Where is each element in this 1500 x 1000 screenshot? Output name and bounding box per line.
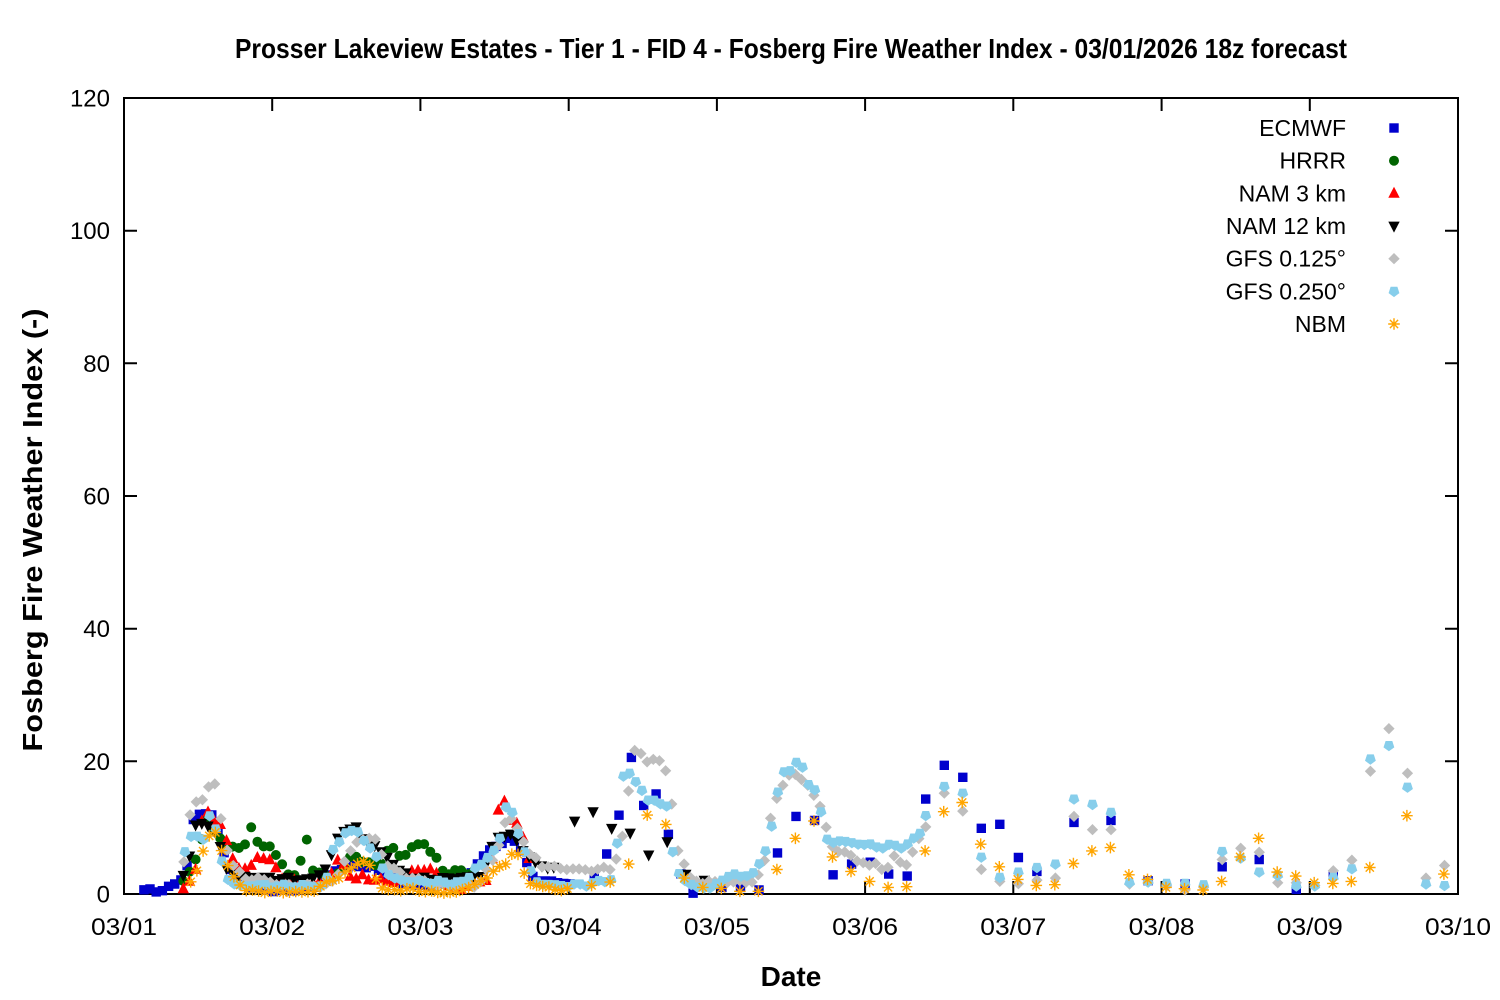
svg-text:20: 20 [83,749,110,776]
svg-text:120: 120 [70,86,110,113]
svg-text:Date: Date [761,961,822,992]
svg-text:NAM 3 km: NAM 3 km [1239,180,1346,206]
svg-text:03/04: 03/04 [536,914,602,941]
svg-text:GFS 0.125°: GFS 0.125° [1226,246,1346,272]
svg-text:60: 60 [83,484,110,511]
svg-text:HRRR: HRRR [1280,148,1346,174]
svg-text:NBM: NBM [1295,311,1346,337]
svg-text:03/01: 03/01 [91,914,157,941]
svg-text:03/06: 03/06 [832,914,898,941]
svg-text:03/09: 03/09 [1277,914,1343,941]
svg-text:03/02: 03/02 [239,914,305,941]
svg-text:Prosser Lakeview Estates - Tie: Prosser Lakeview Estates - Tier 1 - FID … [235,33,1347,64]
svg-text:40: 40 [83,616,110,643]
svg-text:100: 100 [70,218,110,245]
svg-text:03/07: 03/07 [980,914,1046,941]
svg-text:03/10: 03/10 [1425,914,1491,941]
svg-text:GFS 0.250°: GFS 0.250° [1226,278,1346,304]
svg-text:03/08: 03/08 [1129,914,1195,941]
svg-text:03/03: 03/03 [387,914,453,941]
svg-text:0: 0 [97,882,110,909]
svg-text:NAM 12 km: NAM 12 km [1226,213,1346,239]
svg-text:ECMWF: ECMWF [1259,115,1346,141]
svg-text:Fosberg Fire Weather Index (-): Fosberg Fire Weather Index (-) [17,309,48,752]
svg-text:03/05: 03/05 [684,914,750,941]
svg-text:80: 80 [83,351,110,378]
